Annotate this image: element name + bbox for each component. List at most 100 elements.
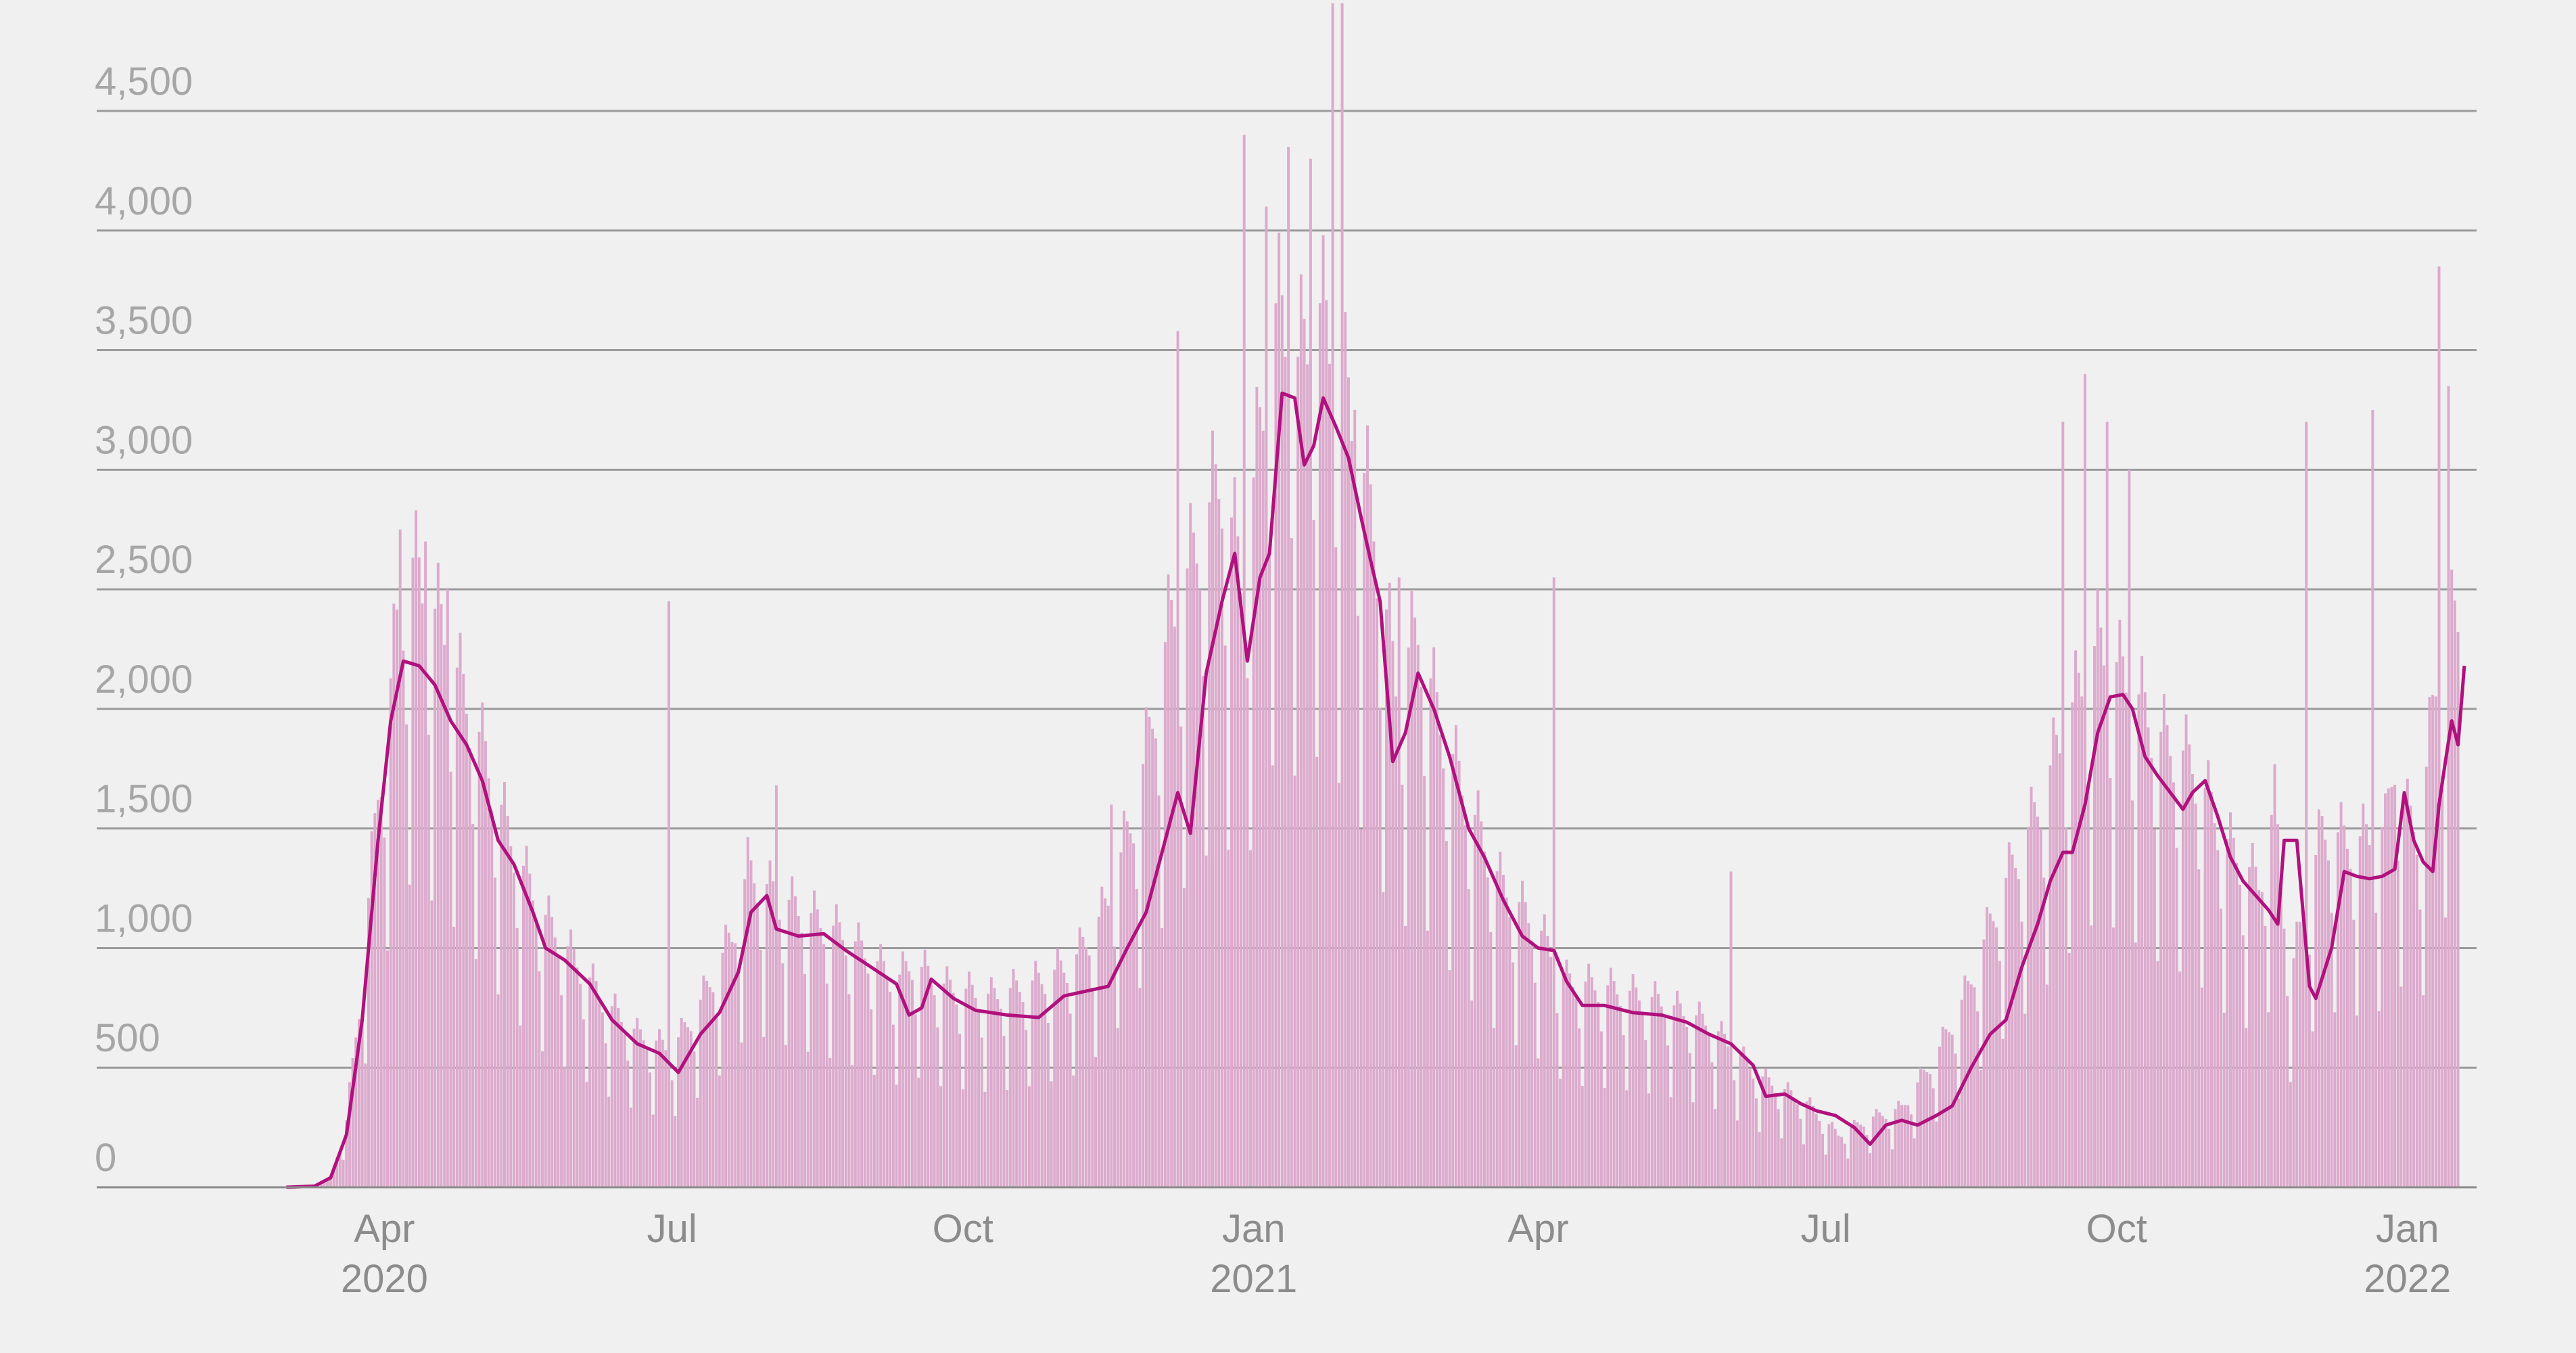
daily-bar: [2295, 921, 2299, 1187]
daily-bar: [1492, 1028, 1495, 1187]
daily-bar: [519, 1025, 522, 1187]
daily-bar: [443, 645, 446, 1187]
daily-bar: [1777, 1109, 1780, 1187]
daily-bar: [1104, 898, 1107, 1187]
daily-bar: [1549, 957, 1553, 1187]
daily-bar: [1091, 988, 1094, 1187]
daily-bar: [983, 1091, 987, 1187]
daily-bar: [1069, 1013, 1072, 1187]
daily-bar: [1900, 1105, 1903, 1187]
daily-bar: [1852, 1120, 1856, 1187]
daily-bar: [2384, 793, 2387, 1187]
x-tick-month-label: Jul: [1801, 1207, 1851, 1251]
daily-bar: [1682, 1015, 1685, 1187]
daily-bar: [819, 927, 822, 1187]
daily-bar: [1287, 147, 1290, 1187]
daily-bar: [889, 992, 892, 1187]
daily-bar: [1862, 1126, 1865, 1187]
daily-bar: [945, 966, 949, 1187]
daily-bar: [576, 967, 579, 1187]
daily-bar: [705, 981, 709, 1187]
daily-bar: [1931, 1088, 1935, 1187]
daily-bar: [1995, 927, 1998, 1187]
daily-bar: [1290, 538, 1293, 1187]
daily-bar: [424, 541, 427, 1187]
daily-bar: [455, 667, 459, 1187]
daily-bar: [389, 678, 392, 1187]
daily-bar: [1274, 303, 1278, 1187]
daily-bar: [2226, 839, 2229, 1187]
daily-bar: [1230, 518, 1233, 1187]
daily-bar: [968, 971, 971, 1187]
daily-bar: [910, 980, 914, 1187]
daily-bar: [1280, 295, 1284, 1187]
daily-bar: [357, 1019, 360, 1187]
daily-bar: [2387, 788, 2390, 1187]
daily-bar: [863, 958, 866, 1187]
daily-bar: [2326, 860, 2330, 1187]
daily-bar: [1903, 1105, 1906, 1187]
daily-bar: [699, 999, 702, 1187]
daily-bar: [1271, 765, 1274, 1187]
daily-bar: [1660, 1006, 1663, 1187]
daily-bar: [2377, 1011, 2381, 1187]
daily-bar: [481, 702, 484, 1187]
daily-bar: [1733, 1080, 1736, 1187]
daily-bar: [1240, 593, 1243, 1187]
daily-bar: [1537, 1058, 1540, 1187]
daily-bar: [1075, 954, 1078, 1187]
daily-bar: [1255, 386, 1259, 1187]
daily-bar: [1688, 1053, 1691, 1187]
daily-bar: [806, 1051, 810, 1187]
daily-bar: [2128, 469, 2131, 1187]
daily-bar: [1480, 821, 1483, 1187]
daily-bar: [1173, 626, 1176, 1187]
daily-bar: [1395, 696, 1398, 1187]
daily-bar: [2093, 646, 2097, 1187]
daily-bar: [415, 510, 418, 1187]
daily-bar: [2365, 824, 2368, 1187]
daily-bar: [1346, 377, 1350, 1187]
daily-bar: [800, 932, 803, 1187]
daily-bar: [2099, 627, 2103, 1187]
daily-bar: [1125, 821, 1129, 1187]
daily-bar: [2175, 848, 2178, 1187]
daily-bar: [1514, 1045, 1518, 1187]
daily-bar: [1773, 1093, 1777, 1187]
daily-bar: [487, 778, 490, 1187]
daily-bar: [1742, 1046, 1746, 1187]
daily-bar: [987, 993, 990, 1187]
daily-bar: [1625, 1090, 1629, 1187]
daily-bar: [1685, 1026, 1689, 1187]
daily-bar: [1710, 1062, 1714, 1187]
daily-bar: [1056, 948, 1059, 1187]
daily-bar: [1982, 939, 1986, 1187]
daily-bar: [1647, 1093, 1650, 1187]
daily-bar: [421, 603, 424, 1187]
daily-bar: [977, 1009, 981, 1187]
daily-bar: [1278, 232, 1281, 1187]
daily-bar: [674, 1116, 677, 1187]
daily-bar: [1350, 440, 1353, 1188]
daily-bar: [996, 999, 1000, 1187]
daily-bar: [2005, 877, 2008, 1187]
daily-bar: [1442, 768, 1445, 1187]
daily-bar: [1284, 357, 1287, 1188]
daily-bar: [1025, 1030, 1028, 1187]
daily-bar: [585, 1082, 588, 1187]
daily-bar: [1116, 1028, 1119, 1187]
daily-bar: [1189, 503, 1192, 1187]
daily-bar: [1050, 1081, 1053, 1187]
daily-bar: [2289, 1082, 2292, 1187]
daily-bar: [1555, 1013, 1559, 1187]
daily-bar: [1337, 783, 1340, 1187]
daily-bar: [2456, 632, 2460, 1187]
daily-bar: [1018, 992, 1021, 1187]
daily-bar: [1021, 1001, 1025, 1187]
daily-bar: [601, 1012, 604, 1187]
daily-bar: [553, 937, 557, 1187]
daily-bar: [1356, 616, 1359, 1187]
daily-bar: [1470, 1000, 1474, 1187]
daily-bar: [844, 955, 847, 1187]
